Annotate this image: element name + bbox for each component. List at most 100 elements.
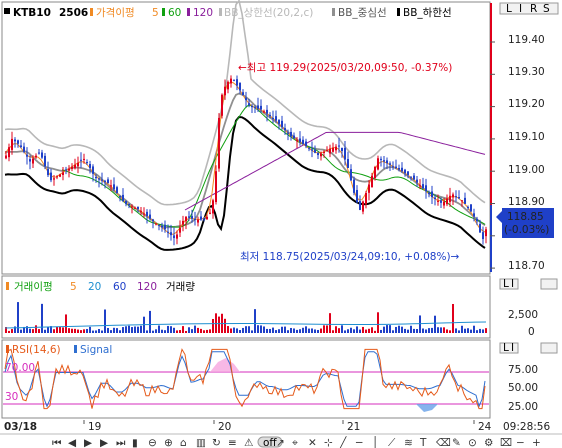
volume-bar [314,329,316,333]
zoom-out-icon[interactable]: ⊖ [148,437,157,448]
volume-bar [368,328,370,333]
text-icon[interactable]: T [419,437,427,448]
volume-bar [380,329,382,333]
candle-body [317,153,319,156]
rsi-oversold-fill [416,404,438,412]
volume-bar [23,326,25,333]
trend-icon[interactable]: ⟋ [388,437,396,448]
pin-icon[interactable]: ⌖ [292,437,298,448]
candle-body [311,149,313,151]
candle-body [380,158,382,160]
candle-body [278,120,280,124]
volume-bar [479,328,481,333]
line-icon[interactable]: ╱ [339,436,347,448]
candle-body [365,193,367,205]
cross-icon[interactable]: ✕ [308,437,317,448]
volume-bar [113,327,115,333]
contract-label: 2506 [59,7,88,19]
candle-body [368,184,370,193]
off-toggle[interactable]: off [257,436,283,448]
candle-body [203,218,205,220]
bb-lower-label: BB_하한선 [403,6,452,19]
settings-icon[interactable]: ⚙ [484,437,493,448]
home-icon[interactable]: ⌂ [180,437,187,448]
volume-ma-line [4,321,487,329]
volume-bar [248,326,250,333]
volume-bar [461,325,463,333]
volume-bar [278,329,280,333]
volume-bar [254,309,256,333]
low-annotation: 최저 118.75(2025/03/24,09:10, +0.08%)→ [240,251,460,263]
hline-icon[interactable]: ─ [355,437,363,448]
delete-icon[interactable]: ⌧ [500,437,512,448]
fib-icon[interactable]: ≋ [404,437,413,448]
candle-body [383,160,385,162]
volume-bar [371,327,373,333]
volume-bar [59,326,61,333]
price-tick: 119.30 [508,66,545,78]
candle-body [335,146,337,151]
arrow-icon[interactable]: ↗ [276,437,285,448]
date-day: 20 [218,421,231,433]
candle-body [155,223,157,225]
refresh-icon[interactable]: ↻ [212,437,221,448]
tab-r: R [530,3,537,15]
play-icon[interactable]: ▶ [84,437,93,448]
layers-icon[interactable]: ≡ [228,437,237,448]
tab-s: S [543,3,550,15]
first-icon[interactable]: ⏮ [52,437,62,448]
next-icon[interactable]: ▶ [100,437,109,448]
brush-icon[interactable]: ✎ [452,437,461,448]
volume-bar [5,327,7,333]
minus-icon[interactable]: − [516,437,525,448]
panel-tabs-main[interactable]: L I R S [499,2,559,15]
plus-icon[interactable]: + [532,437,541,448]
ma120-period: 120 [193,7,213,19]
panel-tabs-volume[interactable]: L I [499,278,558,290]
candle-body [440,200,442,203]
candle-body [206,216,208,220]
candle-body [107,179,109,184]
bb-upper-line [4,0,486,206]
current-change: (-0.03%) [504,224,549,236]
candle-body [236,79,238,86]
candle-body [23,146,25,152]
vline-icon[interactable]: │ [372,436,378,448]
volume-bar [293,328,295,333]
volume-bar [416,329,418,333]
signal-label: Signal [80,344,112,356]
candle-body [158,224,160,226]
candle-body [32,158,34,164]
bar-icon[interactable]: ▮ [132,437,138,448]
panel-tabs-rsi[interactable]: L I [499,342,558,354]
volume-bar [29,328,31,333]
candle-body [164,224,166,230]
prev-icon[interactable]: ◀ [68,437,77,448]
volume-bar [332,330,334,333]
symbol-label: KTB10 [13,7,51,19]
current-price: 118.85 [507,211,544,223]
date-day: 19 [88,421,101,433]
volume-bar [434,315,436,333]
candle-body [62,172,64,175]
last-icon[interactable]: ⏭ [116,437,126,448]
candle-body [305,141,307,147]
candle-body [431,191,433,198]
split-icon[interactable]: ▥ [196,437,206,448]
crosshair-icon[interactable]: ⊹ [324,437,333,448]
eraser-icon[interactable]: ⌫ [435,437,451,448]
candle-body [113,184,115,190]
candle-body [341,147,343,152]
magnet-icon[interactable]: ⊙ [468,437,477,448]
svg-text:20: 20 [88,281,101,293]
volume-bar [20,329,22,333]
candle-body [152,219,154,222]
candle-body [104,180,106,182]
candle-body [92,166,94,174]
volume-bar [260,325,262,333]
zoom-in-icon[interactable]: ⊕ [164,437,173,448]
alert-icon[interactable]: ⚠ [244,437,253,448]
volume-bar [146,330,148,333]
candle-body [179,227,181,233]
